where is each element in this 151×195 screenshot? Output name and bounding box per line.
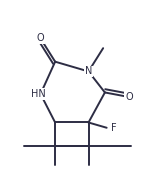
Text: O: O <box>125 92 133 102</box>
Text: F: F <box>111 123 117 133</box>
Text: N: N <box>85 66 92 76</box>
Text: HN: HN <box>31 89 46 99</box>
Text: O: O <box>37 33 44 43</box>
